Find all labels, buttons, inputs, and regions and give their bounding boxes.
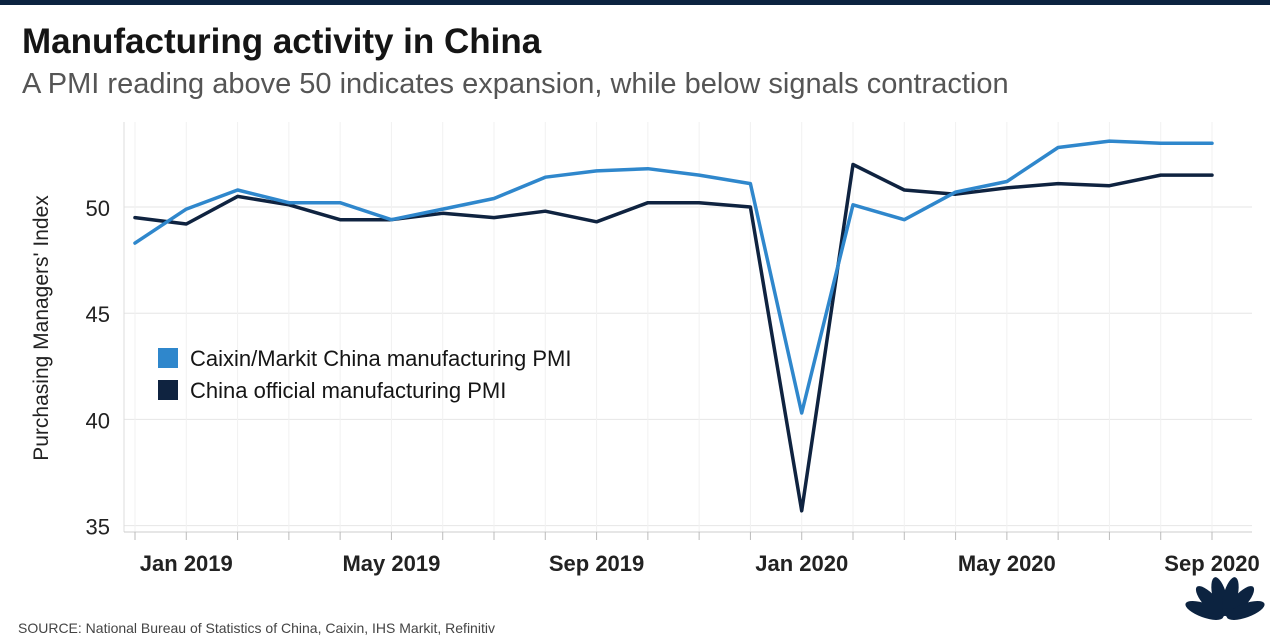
series-lines — [133, 139, 1214, 513]
source-note: SOURCE: National Bureau of Statistics of… — [18, 620, 495, 636]
x-tick-label: Sep 2020 — [1164, 551, 1259, 576]
y-tick-label: 35 — [86, 515, 110, 540]
legend-label: Caixin/Markit China manufacturing PMI — [190, 346, 571, 371]
x-tick-label: Jan 2020 — [755, 551, 848, 576]
chart-title: Manufacturing activity in China — [22, 22, 542, 61]
x-tick-label: May 2020 — [958, 551, 1056, 576]
legend-swatch — [158, 348, 178, 368]
peacock-logo-icon — [1185, 577, 1265, 620]
axes: 35 40 45 50 Jan 2019 May 2019 Sep 2019 Jan 2020… — [86, 122, 1260, 576]
legend-swatch — [158, 380, 178, 400]
chart-subtitle: A PMI reading above 50 indicates expansi… — [22, 68, 1009, 100]
series-line-caixin — [133, 139, 1214, 415]
y-tick-label: 50 — [86, 196, 110, 221]
logo-feather — [1226, 600, 1265, 620]
x-tick-label: Sep 2019 — [549, 551, 644, 576]
y-axis-label: Purchasing Managers' Index — [30, 195, 53, 461]
x-tick-label: Jan 2019 — [140, 551, 233, 576]
logo-feather — [1185, 600, 1224, 620]
logo-feather — [1221, 577, 1239, 617]
y-tick-label: 45 — [86, 302, 110, 327]
legend-label: China official manufacturing PMI — [190, 378, 506, 403]
x-tick-label: May 2019 — [342, 551, 440, 576]
legend: Caixin/Markit China manufacturing PMI Chi… — [158, 346, 571, 403]
y-tick-label: 40 — [86, 408, 110, 433]
top-accent-bar — [0, 0, 1270, 5]
series-line-official — [133, 162, 1214, 513]
